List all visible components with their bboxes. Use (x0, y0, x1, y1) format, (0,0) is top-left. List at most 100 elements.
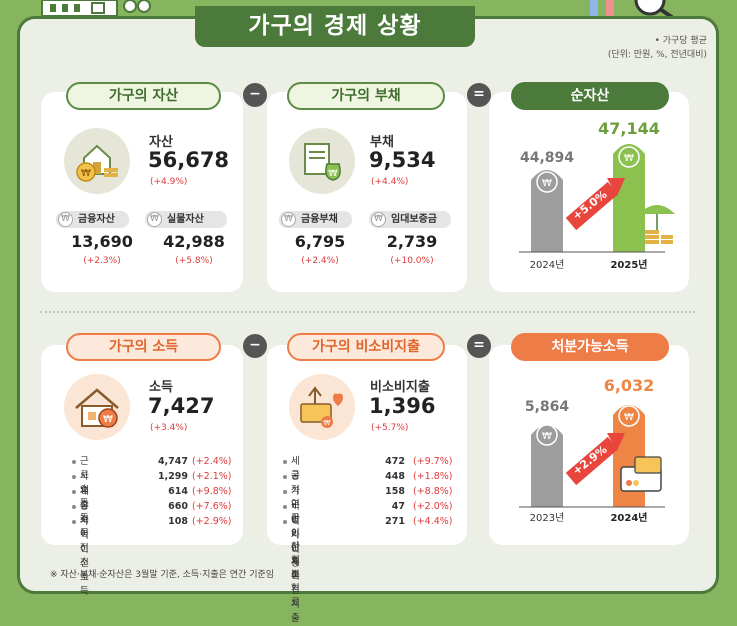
equals-operator: = (467, 83, 491, 107)
net-assets-2024-value: 44,894 (520, 150, 574, 166)
disposable-2023-value: 5,864 (525, 399, 570, 415)
disposable-chart: ₩ ₩ +2.9% 5,864 6,032 2023년 2024년 (519, 376, 665, 524)
won-icon: ₩ (281, 212, 296, 227)
financial-debt-value: 6,795 (294, 232, 346, 251)
row-name: 공적연금·사회보험료 (291, 471, 300, 608)
lease-deposit-change: (+10.0%) (390, 256, 434, 266)
won-icon: ₩ (542, 178, 552, 189)
nonconsumption-value: 1,396 (369, 394, 436, 418)
bar-2024 (531, 170, 563, 252)
lease-deposit-value: 2,739 (386, 232, 438, 251)
wallet-card-icon (620, 456, 662, 492)
lease-deposit-tag: ₩ 임대보증금 (369, 211, 451, 228)
assets-change: (+4.9%) (150, 177, 188, 187)
row-name: 사업소득 (80, 471, 89, 524)
svg-text:₩: ₩ (324, 419, 331, 427)
house-income-icon: ₩ (64, 374, 130, 440)
bar-2025 (613, 144, 645, 252)
lease-deposit-label: 임대보증금 (391, 214, 437, 225)
financial-assets-tag: ₩ 금융자산 (56, 211, 129, 228)
net-assets-year-2025: 2025년 (610, 258, 647, 271)
row-value: 472 (385, 456, 405, 467)
won-icon: ₩ (542, 431, 552, 442)
disposable-2024-value: 6,032 (604, 376, 655, 395)
won-icon: ₩ (147, 212, 162, 227)
disposable-year-2024: 2024년 (610, 511, 647, 524)
card-heart-icon: ₩ (289, 374, 355, 440)
assets-card (41, 92, 243, 292)
income-change: (+3.4%) (150, 423, 188, 433)
row-change: (+1.8%) (413, 471, 453, 482)
row-change: (+2.9%) (192, 516, 232, 527)
net-assets-card (489, 92, 689, 292)
net-assets-year-2024: 2024년 (530, 259, 565, 271)
real-assets-label: 실물자산 (167, 214, 204, 225)
row-name: 근로소득 (80, 456, 89, 509)
debt-card (267, 92, 467, 292)
unit-note-2: (단위: 만원, %, 전년대비) (607, 50, 707, 60)
section-divider (40, 311, 695, 313)
row-value: 660 (168, 501, 188, 512)
row-value: 47 (391, 501, 405, 512)
row-value: 1,299 (157, 471, 188, 482)
row-value: 271 (385, 516, 405, 527)
nonconsumption-pill: 가구의 비소비지출 (287, 333, 445, 361)
row-value: 158 (385, 486, 405, 497)
svg-text:₩: ₩ (329, 169, 338, 179)
footnote: ※ 자산·부채·순자산은 3월말 기준, 소득·지출은 연간 기준임 (50, 570, 275, 580)
debt-label: 부채 (370, 135, 394, 150)
row-change: (+2.4%) (192, 456, 232, 467)
row-value: 448 (385, 471, 405, 482)
won-icon: ₩ (58, 212, 73, 227)
net-assets-chart: ₩ ₩ +5.0% 44,894 47,144 2024년 2025년 (519, 119, 675, 271)
assets-pill: 가구의 자산 (66, 82, 221, 110)
bar-2023 (531, 425, 563, 507)
assets-value: 56,678 (148, 148, 230, 172)
row-change: (+2.1%) (192, 471, 232, 482)
row-name: 공적이전소득 (80, 501, 89, 582)
income-card (41, 345, 243, 545)
row-value: 108 (168, 516, 188, 527)
row-change: (+9.7%) (413, 456, 453, 467)
financial-assets-change: (+2.3%) (83, 256, 121, 266)
minus-operator: − (243, 83, 267, 107)
financial-assets-value: 13,690 (71, 232, 133, 251)
coins-umbrella-icon (639, 205, 675, 244)
row-name: 사적이전소득 (80, 516, 89, 597)
income-value: 7,427 (148, 394, 215, 418)
debt-value: 9,534 (369, 148, 436, 172)
nonconsumption-label: 비소비지출 (370, 380, 430, 395)
row-name: 이자비용 (291, 516, 300, 569)
financial-debt-label: 금융부채 (301, 214, 338, 225)
row-change: (+4.4%) (413, 516, 453, 527)
row-change: (+8.8%) (413, 486, 453, 497)
assets-label: 자산 (149, 135, 173, 150)
row-name: 재산소득 (80, 486, 89, 539)
financial-debt-change: (+2.4%) (301, 256, 339, 266)
row-change: (+9.8%) (192, 486, 232, 497)
net-assets-2025-value: 47,144 (598, 119, 660, 138)
magnifier-icon (590, 0, 678, 22)
equals-operator: = (467, 334, 491, 358)
nonconsumption-change: (+5.7%) (371, 423, 409, 433)
won-icon: ₩ (624, 412, 634, 423)
disposable-pill: 처분가능소득 (511, 333, 669, 361)
income-pill: 가구의 소득 (66, 333, 221, 361)
svg-text:₩: ₩ (103, 414, 113, 425)
svg-text:₩: ₩ (81, 168, 91, 179)
row-value: 614 (168, 486, 188, 497)
disposable-year-2023: 2023년 (530, 512, 565, 524)
house-coins-icon: ₩ (64, 128, 130, 194)
debt-pill: 가구의 부채 (287, 82, 445, 110)
row-name: 세금 (291, 456, 300, 481)
row-change: (+7.6%) (192, 501, 232, 512)
financial-debt-tag: ₩ 금융부채 (279, 211, 352, 228)
real-assets-value: 42,988 (163, 232, 225, 251)
debt-change: (+4.4%) (371, 177, 409, 187)
nonconsumption-card (267, 345, 467, 545)
disposable-card (489, 345, 689, 545)
unit-note-1: • 가구당 평균 (654, 36, 707, 46)
document-moneybag-icon: ₩ (289, 128, 355, 194)
page-title: 가구의 경제 상황 (195, 6, 475, 47)
row-name: 가구간이전지출 (291, 486, 300, 581)
